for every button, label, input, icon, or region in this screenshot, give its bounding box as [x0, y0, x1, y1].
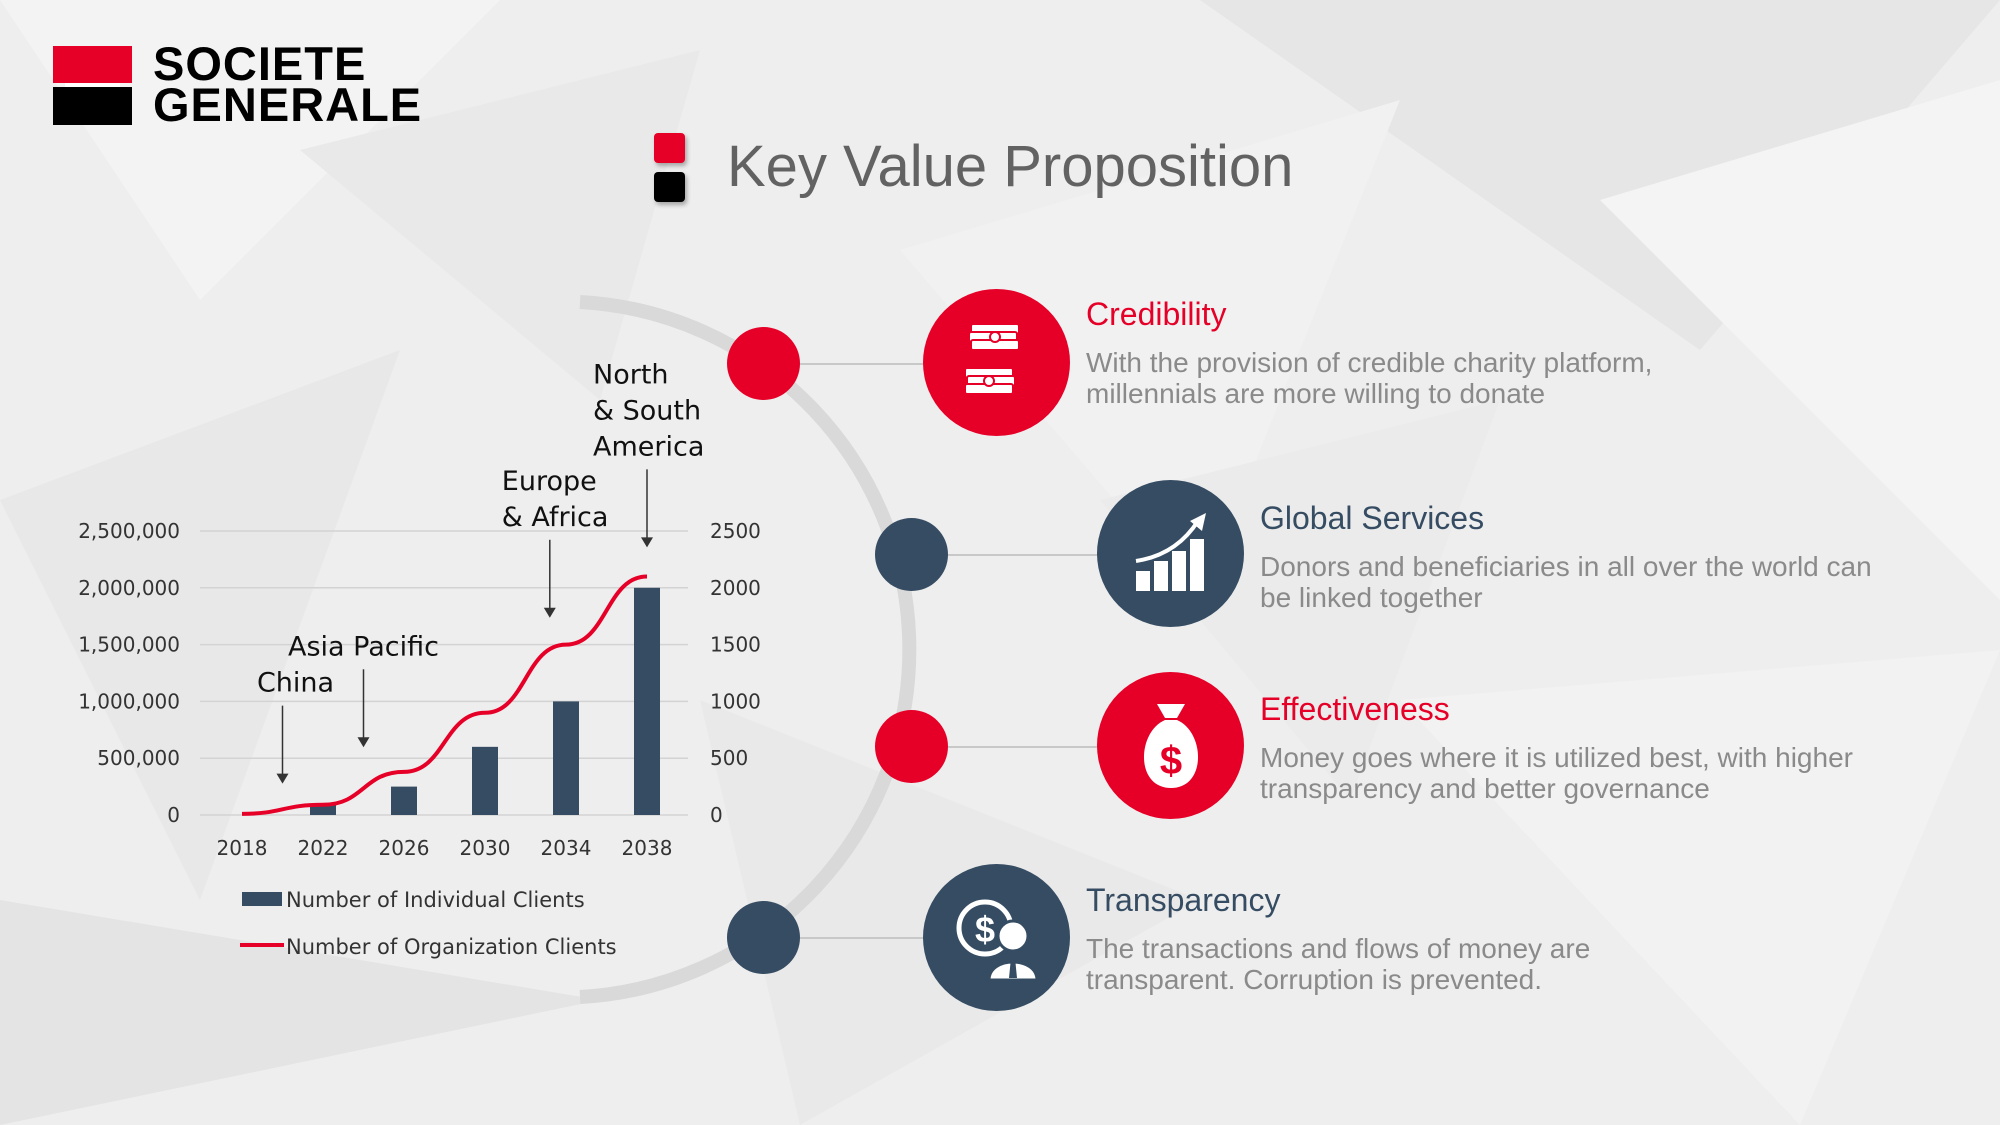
dollar-person-icon: $: [923, 864, 1070, 1011]
x-tick-label: 2018: [217, 836, 268, 860]
y-left-tick-label: 500,000: [97, 746, 180, 770]
bar-individual-clients: [634, 587, 660, 815]
svg-text:$: $: [1159, 739, 1181, 783]
page-title: Key Value Proposition: [727, 134, 1294, 199]
annotation-arrowhead: [357, 737, 370, 748]
connector-line-global-services: [948, 554, 1098, 556]
timeline-dot-global-services: [875, 518, 948, 591]
y-right-tick-label: 1000: [710, 689, 761, 713]
logo-line-2: GENERALE: [153, 78, 423, 131]
money-stack-icon: [923, 289, 1070, 436]
x-tick-label: 2030: [460, 836, 511, 860]
annotation-label: Asia Pacific: [288, 631, 439, 662]
connector-line-credibility: [800, 363, 924, 365]
y-right-tick-label: 1500: [710, 633, 761, 657]
annotation-arrowhead: [543, 607, 556, 618]
annotation-arrowhead: [641, 537, 653, 548]
feature-desc-credibility: With the provision of credible charity p…: [1086, 347, 1653, 409]
connector-line-effectiveness: [948, 746, 1098, 748]
feature-title-credibility: Credibility: [1086, 296, 1227, 332]
annotation-label: & Africa: [502, 502, 609, 533]
y-left-tick-label: 1,500,000: [78, 633, 180, 657]
annotation-label: China: [257, 668, 334, 699]
bar-individual-clients: [391, 786, 417, 815]
money-bag-icon: $: [1097, 672, 1244, 819]
feature-title-transparency: Transparency: [1086, 882, 1281, 918]
bar-individual-clients: [553, 701, 579, 815]
y-right-tick-label: 2000: [710, 576, 761, 600]
logo-line-1: SOCIETE: [153, 37, 367, 90]
svg-text:$: $: [974, 909, 994, 950]
growth-chart-icon: [1097, 480, 1244, 627]
x-tick-label: 2022: [298, 836, 349, 860]
bar-individual-clients: [310, 803, 336, 815]
legend-swatch-individual-clients: [242, 892, 282, 906]
y-left-tick-label: 1,000,000: [78, 689, 180, 713]
annotation-label: North: [593, 359, 669, 390]
x-tick-label: 2026: [379, 836, 430, 860]
feature-desc-global-services: Donors and beneficiaries in all over the…: [1260, 551, 1872, 613]
feature-desc-effectiveness: Money goes where it is utilized best, wi…: [1260, 742, 1853, 804]
annotation-label: America: [593, 431, 704, 462]
x-tick-label: 2034: [541, 836, 592, 860]
x-tick-label: 2038: [622, 836, 673, 860]
y-left-tick-label: 2,500,000: [78, 519, 180, 543]
annotation-label: & South: [593, 395, 701, 426]
timeline-dot-transparency: [727, 901, 800, 974]
logo-wordmark: SOCIETE GENERALE: [153, 37, 513, 131]
feature-title-effectiveness: Effectiveness: [1260, 691, 1450, 727]
connector-line-transparency: [800, 937, 924, 939]
legend-label-individual-clients: Number of Individual Clients: [286, 888, 585, 912]
line-organization-clients: [241, 574, 648, 816]
y-right-tick-label: 500: [710, 746, 748, 770]
y-right-tick-label: 0: [710, 803, 723, 827]
legend-label-organization-clients: Number of Organization Clients: [286, 935, 617, 959]
y-left-tick-label: 2,000,000: [78, 576, 180, 600]
timeline-dot-credibility: [727, 327, 800, 400]
y-right-tick-label: 2500: [710, 519, 761, 543]
annotation-arrowhead: [276, 773, 289, 784]
timeline-dot-effectiveness: [875, 710, 948, 783]
logo-mark: [53, 46, 132, 125]
feature-title-global-services: Global Services: [1260, 500, 1485, 536]
feature-desc-transparency: The transactions and flows of money are …: [1086, 933, 1591, 995]
y-left-tick-label: 0: [167, 803, 180, 827]
annotation-label: Europe: [502, 466, 597, 497]
bar-individual-clients: [472, 746, 498, 815]
